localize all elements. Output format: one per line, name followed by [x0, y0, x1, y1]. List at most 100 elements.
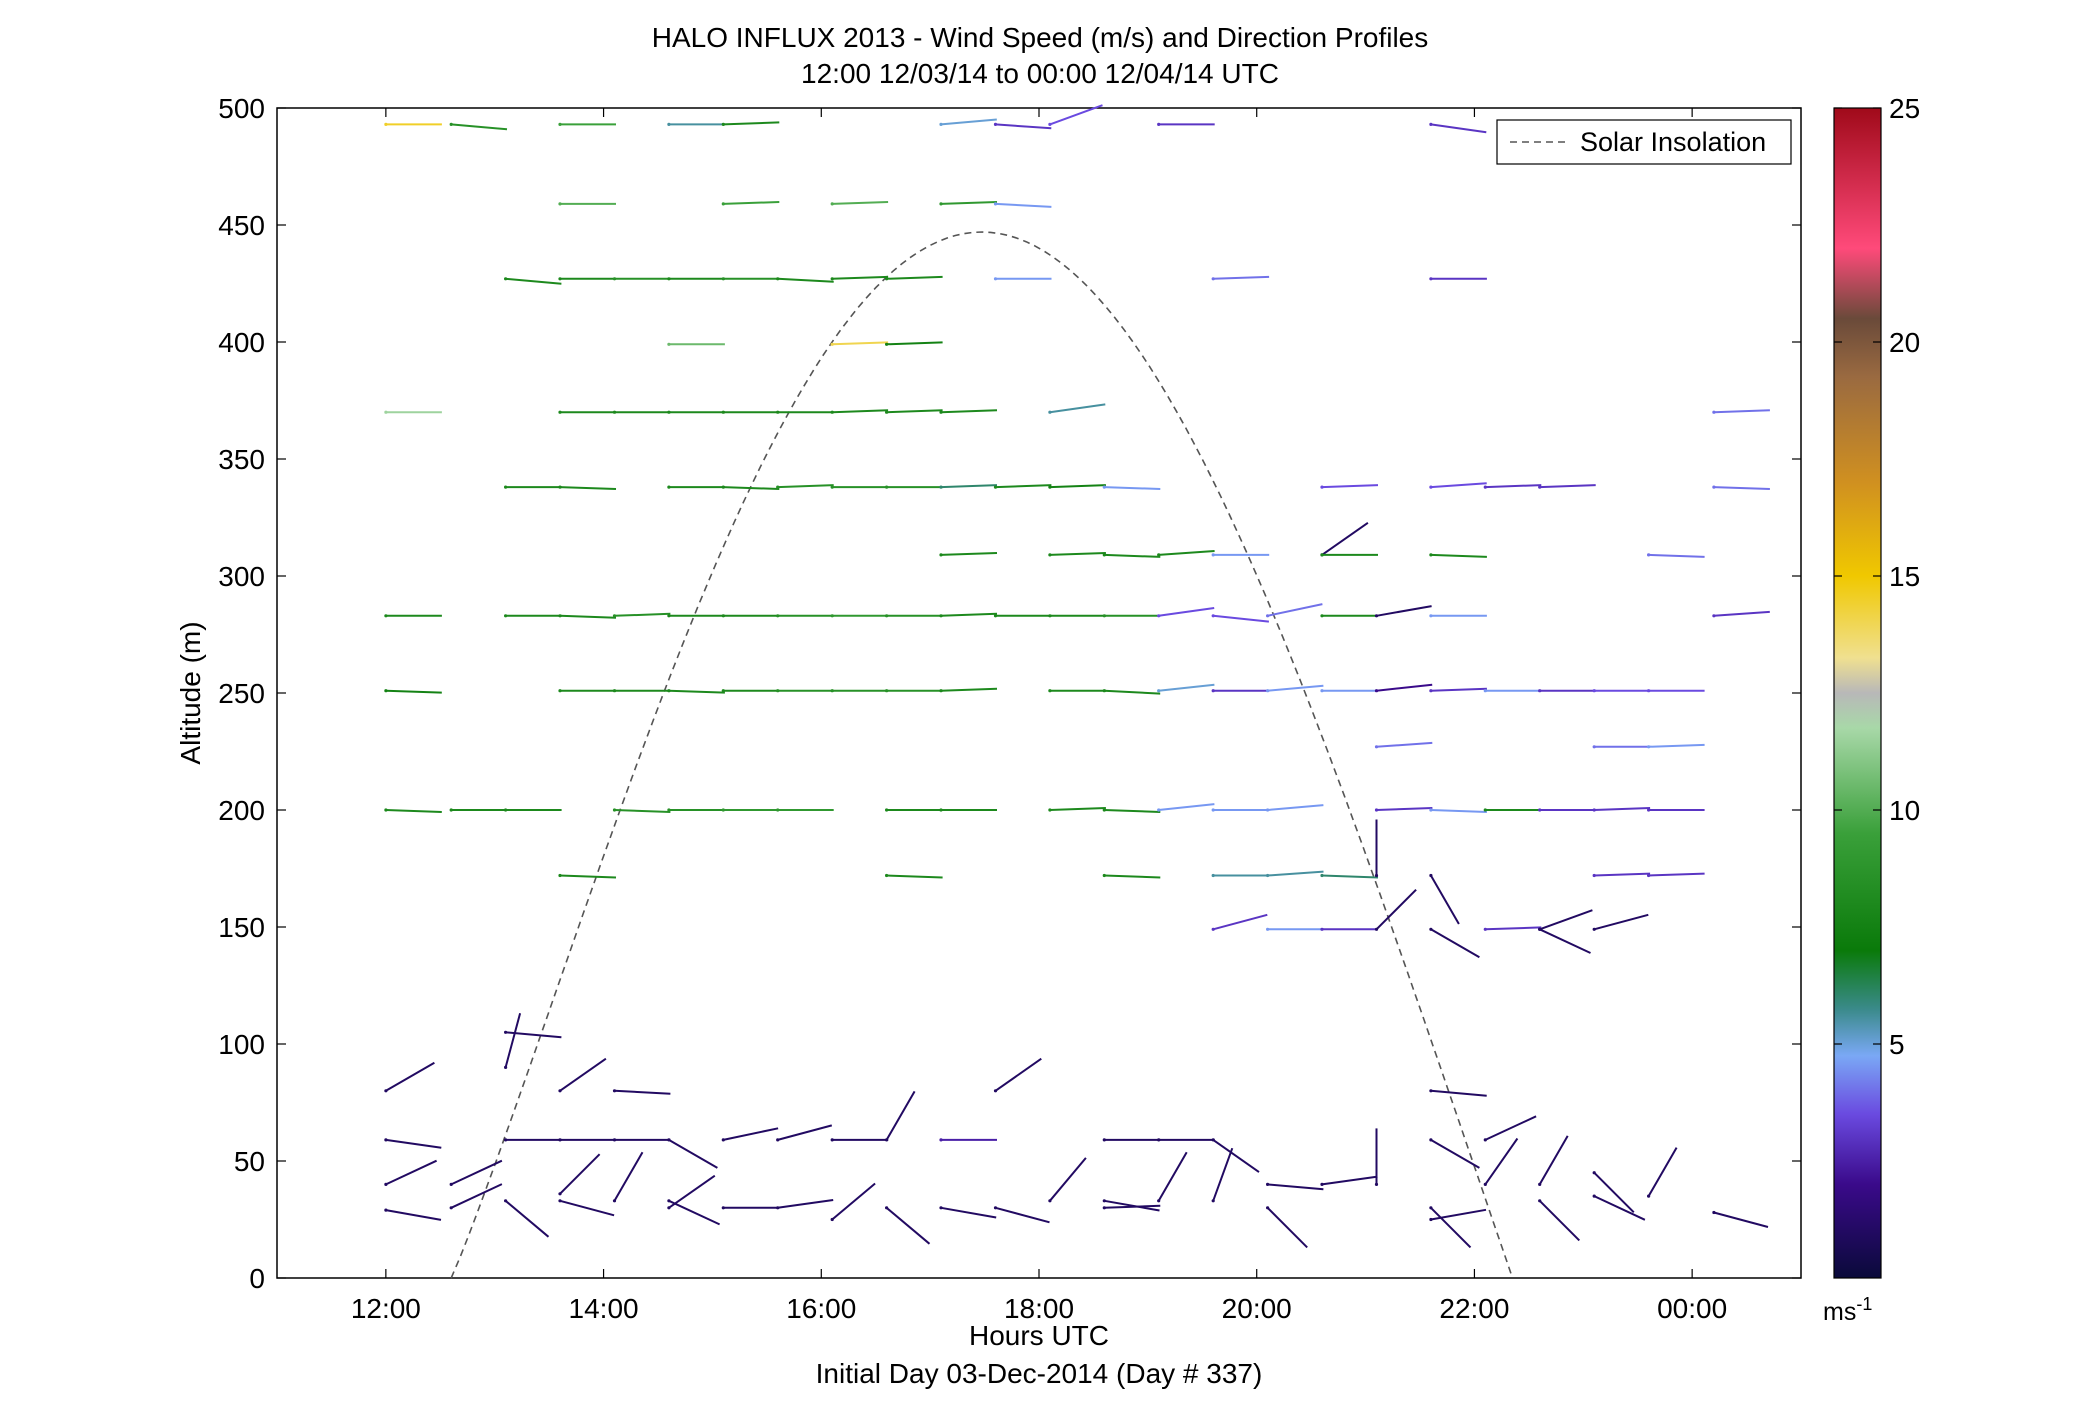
- wind-vector-origin: [1211, 553, 1215, 557]
- x-tick-label: 00:00: [1657, 1293, 1727, 1324]
- wind-vector-origin: [1429, 808, 1433, 812]
- wind-vector: [450, 1183, 503, 1209]
- wind-vector-origin: [1592, 745, 1596, 749]
- wind-vector: [1430, 553, 1487, 558]
- wind-vector-origin: [1483, 808, 1487, 812]
- wind-vector-origin: [612, 1199, 617, 1203]
- wind-vector-origin: [1647, 808, 1651, 812]
- y-tick-label: 350: [218, 444, 265, 475]
- y-tick-label: 400: [218, 327, 265, 358]
- wind-vector-origin: [993, 1089, 998, 1093]
- wind-vector: [385, 689, 442, 694]
- wind-vector-origin: [1102, 873, 1106, 878]
- wind-vector: [1104, 1199, 1160, 1212]
- wind-vector-origin: [558, 202, 562, 206]
- wind-vector: [559, 1153, 601, 1195]
- wind-vector-origin: [667, 689, 671, 693]
- wind-vector: [614, 809, 671, 813]
- wind-vector-origin: [384, 808, 388, 812]
- wind-vector: [1713, 610, 1770, 617]
- wind-vector: [1648, 553, 1705, 558]
- wind-vector: [385, 809, 442, 813]
- wind-vector-origin: [993, 614, 998, 618]
- wind-vector-origin: [721, 485, 725, 489]
- wind-vector-origin: [1429, 1206, 1433, 1210]
- wind-vector-origin: [1102, 553, 1106, 557]
- wind-vector-origin: [1374, 745, 1379, 749]
- wind-vector-origin: [721, 410, 725, 414]
- wind-vector: [505, 1031, 562, 1039]
- wind-vector: [832, 341, 889, 346]
- wind-vector: [723, 121, 780, 126]
- wind-vector-origin: [1048, 1199, 1052, 1203]
- wind-vector-origin: [1483, 689, 1487, 693]
- wind-vector-origin: [667, 122, 671, 126]
- wind-vector-origin: [885, 689, 889, 693]
- wind-vector-origin: [1266, 614, 1270, 618]
- wind-vector: [995, 202, 1052, 208]
- wind-vector-origin: [1048, 485, 1052, 489]
- wind-vector-origin: [667, 1199, 671, 1203]
- wind-vector-origin: [558, 1192, 562, 1196]
- wind-vector-origin: [721, 808, 725, 812]
- wind-vector: [1484, 1115, 1537, 1141]
- wind-vector-origin: [939, 614, 943, 618]
- wind-vector-origin: [776, 689, 780, 693]
- wind-vector: [1430, 1139, 1480, 1169]
- wind-vector-origin: [830, 410, 834, 414]
- y-tick-label: 300: [218, 561, 265, 592]
- wind-vector: [1648, 743, 1705, 748]
- wind-vector-origin: [1592, 927, 1596, 931]
- wind-vector-origin: [885, 808, 889, 812]
- wind-vector: [559, 614, 617, 619]
- wind-vector-origin: [1592, 808, 1596, 812]
- wind-vector: [1212, 1147, 1234, 1202]
- wind-vector-origin: [1211, 1138, 1215, 1142]
- colorbar-tick-label: 5: [1889, 1029, 1905, 1060]
- wind-vector: [885, 1207, 931, 1245]
- wind-vector-origin: [1647, 745, 1651, 749]
- wind-vector-origin: [1429, 1217, 1433, 1222]
- wind-vector: [1104, 1204, 1161, 1209]
- wind-vector-origin: [504, 1030, 508, 1034]
- wind-vector: [1104, 553, 1161, 558]
- wind-vector-origin: [1429, 485, 1433, 489]
- wind-vector-origin: [830, 1138, 834, 1142]
- wind-vector-origin: [1592, 873, 1596, 878]
- wind-vector-origin: [993, 202, 998, 206]
- wind-vector: [832, 275, 889, 280]
- wind-vector: [1375, 888, 1417, 931]
- wind-vector-origin: [1157, 689, 1161, 693]
- wind-vector: [832, 201, 889, 205]
- wind-vector: [1376, 683, 1433, 692]
- wind-vector-origin: [1102, 485, 1106, 489]
- wind-vector-origin: [1157, 1199, 1161, 1203]
- wind-vector-origin: [1211, 689, 1215, 693]
- colorbar-unit: ms-1: [1823, 1294, 1872, 1326]
- wind-vector: [995, 123, 1052, 130]
- wind-vector-origin: [721, 122, 725, 126]
- wind-vector-origin: [384, 1089, 388, 1093]
- y-axis: 0 50 100 150 200 250 300 350 400 450 500: [218, 93, 1801, 1294]
- wind-vector-origin: [993, 485, 998, 489]
- wind-vector: [1430, 928, 1480, 959]
- wind-vector: [385, 1061, 435, 1092]
- y-tick-label: 100: [218, 1029, 265, 1060]
- wind-vector: [1158, 683, 1215, 692]
- wind-vector-origin: [776, 277, 780, 281]
- wind-vector-origin: [1538, 808, 1542, 812]
- wind-vector-origin: [558, 689, 562, 693]
- wind-vector: [451, 123, 508, 131]
- wind-vector-origin: [667, 277, 671, 281]
- wind-vector-origin: [504, 808, 508, 812]
- y-axis-label: Altitude (m): [175, 621, 206, 764]
- wind-vector: [1321, 874, 1379, 879]
- wind-vector-origin: [1048, 410, 1052, 414]
- wind-vector-origin: [1211, 614, 1215, 618]
- wind-vector-origin: [558, 410, 562, 414]
- wind-vector-origin: [504, 614, 508, 618]
- wind-vector-origin: [612, 689, 617, 693]
- wind-vector-origin: [449, 1182, 453, 1186]
- wind-vector-origin: [1266, 1182, 1270, 1186]
- wind-vector-origin: [449, 122, 453, 126]
